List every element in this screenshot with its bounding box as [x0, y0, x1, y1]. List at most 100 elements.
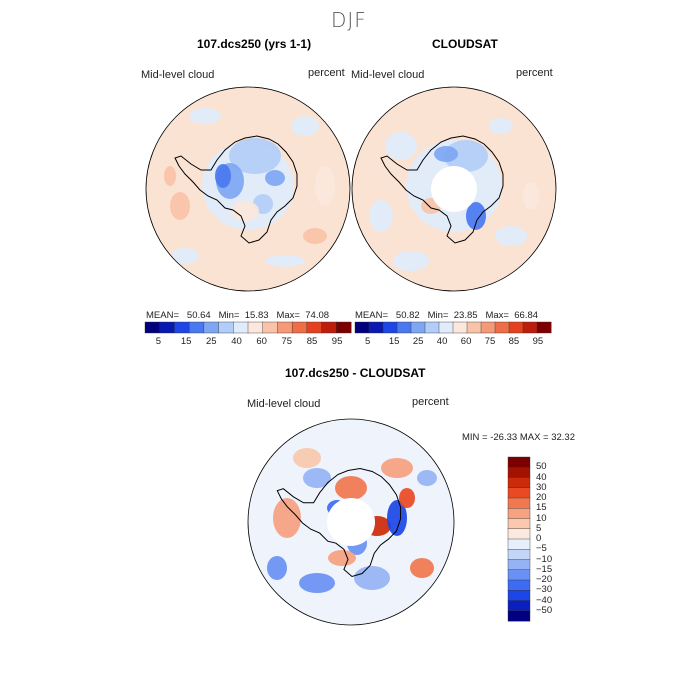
- panel-1-colorbar-swatch: [262, 321, 278, 334]
- diff-colorbar-tick-label: 0: [536, 533, 542, 544]
- diff-cloud-contour: [328, 550, 356, 566]
- panel-1-units-label: percent: [308, 67, 345, 79]
- diff-cloud-contour: [399, 488, 415, 508]
- panel-2-map-border: [351, 86, 557, 292]
- diff-colorbar-swatch: [507, 528, 531, 540]
- diff-colorbar-tick-label: −50: [536, 604, 553, 616]
- diff-colorbar-swatch: [507, 497, 531, 509]
- panel-1-colorbar-swatch: [277, 321, 293, 334]
- panel-2-variable-label: Mid-level cloud: [351, 69, 425, 81]
- panel-2-cloud-contour: [385, 132, 417, 160]
- diff-colorbar-tick-label: −10: [536, 553, 553, 565]
- diff-colorbar-tick-label: −40: [536, 594, 553, 606]
- diff-cloud-contour: [303, 468, 331, 488]
- panel-2-pole-hole: [431, 166, 477, 212]
- panel-2-colorbar-swatch: [410, 321, 426, 334]
- panel-2-polar-map: [351, 86, 557, 292]
- panel-2-min-label: Min=: [427, 310, 449, 321]
- panel-2-colorbar-tick-label: 15: [388, 336, 400, 347]
- panel-1-polar-map: [145, 86, 351, 292]
- diff-cloud-contour: [299, 573, 335, 593]
- panel-1-cloud-contour: [291, 116, 319, 136]
- panel-2-colorbar-swatch: [424, 321, 440, 334]
- diff-colorbar-swatch: [507, 508, 531, 520]
- panel-2-cloud-contour: [489, 118, 513, 134]
- diff-cloud-contour: [417, 470, 437, 486]
- panel-2-colorbar-tick-label: 95: [532, 336, 544, 347]
- panel-1-colorbar: [144, 321, 352, 334]
- panel-1-colorbar-swatch: [203, 321, 220, 334]
- panel-1-variable-label: Mid-level cloud: [141, 69, 215, 81]
- diff-colorbar-swatch: [507, 600, 531, 612]
- panel-2-cloud-contour: [369, 200, 393, 232]
- diff-colorbar-swatch: [507, 579, 531, 591]
- diff-colorbar-swatch: [507, 559, 531, 571]
- panel-1-cloud-contour: [265, 170, 285, 186]
- panel-1-mean-label: MEAN=: [146, 310, 179, 321]
- panel-1-min-value: 15.83: [244, 310, 269, 321]
- diff-colorbar-tick-label: 5: [536, 522, 542, 534]
- panel-1-colorbar-tick-label: 60: [256, 336, 267, 347]
- panel-1-map-border: [145, 86, 351, 292]
- diff-cloud-contour: [267, 556, 287, 580]
- panel-2-colorbar-swatch: [354, 321, 370, 334]
- panel-2-cloud-contour: [466, 202, 486, 230]
- panel-2-colorbar-labels: 5 15 25 40 60 75 85 95: [355, 336, 551, 348]
- diff-colorbar-tick-label: −20: [536, 574, 553, 585]
- panel-2-colorbar-swatch: [522, 321, 538, 334]
- panel-1-cloud-contour: [189, 108, 221, 124]
- diff-colorbar-swatch: [507, 569, 531, 581]
- panel-1-colorbar-swatch: [218, 321, 234, 334]
- diff-colorbar-swatch: [507, 538, 531, 550]
- panel-1-colorbar-swatch: [144, 321, 161, 334]
- panel-1-colorbar-tick-label: 95: [331, 336, 343, 347]
- diff-colorbar-tick-label: −5: [536, 543, 547, 555]
- panel-2-colorbar-swatch: [508, 321, 524, 334]
- panel-2-mean-value: 50.82: [395, 310, 420, 321]
- panel-2-units-label: percent: [516, 67, 553, 79]
- diff-colorbar-tick-label: −30: [536, 584, 553, 596]
- panel-2-cloud-contour: [444, 140, 488, 172]
- panel-2-colorbar-tick-label: 75: [484, 336, 496, 347]
- diff-colorbar-tick-label: 40: [536, 471, 547, 483]
- panel-1-cloud-contour: [171, 248, 199, 264]
- panel-2-stats: MEAN= 50.82 Min= 23.85 Max= 66.84: [355, 310, 538, 321]
- diff-units-label: percent: [412, 396, 449, 408]
- diff-cloud-contour: [273, 498, 301, 538]
- panel-1-colorbar-tick-label: 15: [180, 336, 192, 347]
- diff-pole-hole: [327, 498, 375, 546]
- panel-1-colorbar-tick-label: 40: [231, 336, 242, 347]
- panel-2-max-value: 66.84: [514, 310, 539, 321]
- panel-1-colorbar-swatch: [233, 321, 249, 334]
- panel-1-cloud-contour: [170, 192, 190, 220]
- diff-colorbar-swatch: [507, 487, 531, 499]
- panel-1-max-label: Max=: [276, 310, 300, 321]
- panel-2-colorbar-swatch: [480, 321, 496, 334]
- panel-2-colorbar-tick-label: 25: [412, 336, 424, 347]
- diff-colorbar: [507, 456, 531, 622]
- diff-colorbar-swatch: [507, 477, 531, 489]
- panel-2-colorbar-swatch: [466, 321, 482, 334]
- panel-1-cloud-contour: [303, 228, 327, 244]
- diff-cloud-contour: [381, 458, 413, 478]
- diff-coastline: [276, 467, 401, 578]
- panel-1-colorbar-labels: 5 15 25 40 60 75 85 95: [145, 336, 351, 348]
- panel-2-cloud-contour: [495, 226, 527, 246]
- diff-colorbar-tick-label: 15: [536, 502, 547, 514]
- panel-1-min-label: Min=: [218, 310, 240, 321]
- diff-colorbar-tick-label: 10: [536, 512, 547, 524]
- panel-2-colorbar-swatch: [438, 321, 454, 334]
- panel-1-cloud-contour: [215, 164, 231, 188]
- panel-1-colorbar-swatch: [159, 321, 175, 334]
- diff-colorbar-labels: 50 40 30 20 15 10 5 0 −5 −10 −15 −20 −30 −40 −50: [536, 457, 576, 621]
- panel-1-colorbar-tick-label: 25: [206, 336, 217, 347]
- diff-colorbar-tick-label: 20: [536, 492, 547, 503]
- panel-2-colorbar: [354, 321, 552, 334]
- diff-cloud-contour: [354, 566, 390, 590]
- panel-2-min-value: 23.85: [453, 310, 478, 321]
- diff-panel-title: 107.dcs250 - CLOUDSAT: [285, 366, 426, 380]
- diff-cloud-contour: [335, 476, 367, 500]
- diff-map-border: [247, 418, 455, 626]
- panel-1-colorbar-swatch: [188, 321, 205, 334]
- panel-1-colorbar-swatch: [321, 321, 337, 334]
